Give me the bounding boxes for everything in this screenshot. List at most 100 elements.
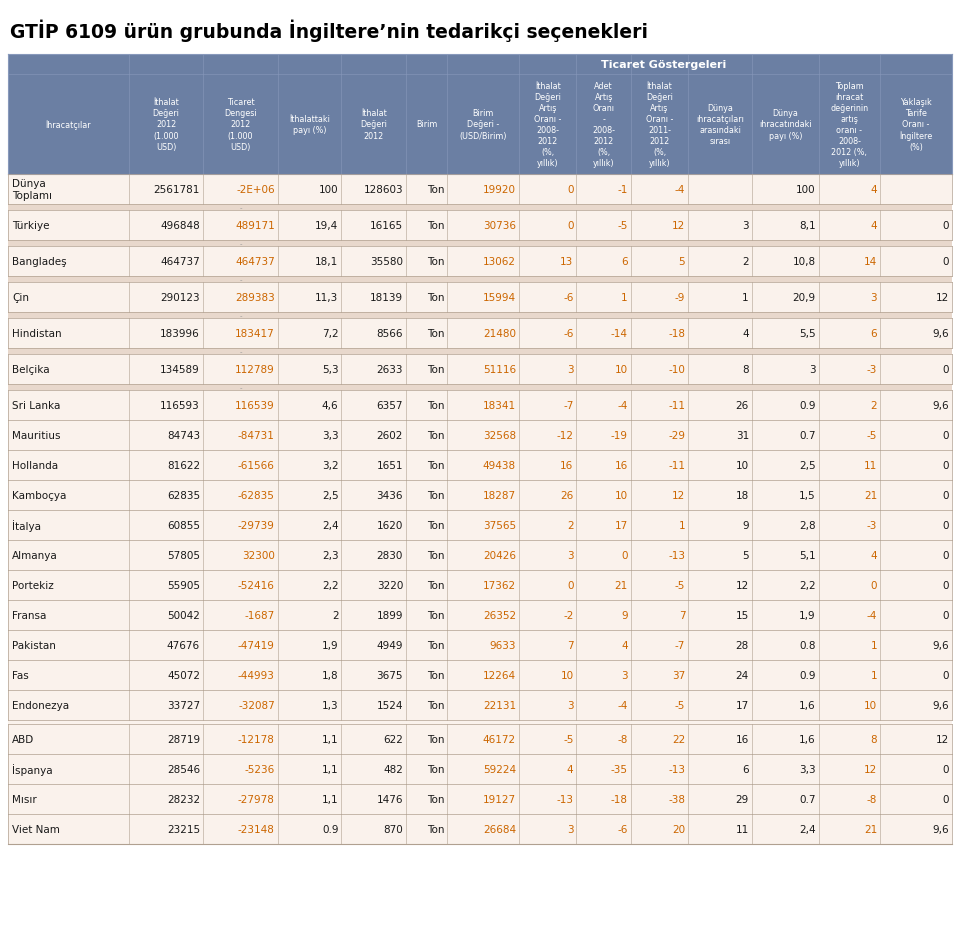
- Text: 4: 4: [566, 765, 573, 774]
- Text: 47676: 47676: [167, 640, 200, 650]
- Text: 60855: 60855: [167, 520, 200, 531]
- Text: 10: 10: [614, 364, 628, 375]
- Text: -7: -7: [564, 400, 573, 411]
- Text: 2,8: 2,8: [799, 520, 816, 531]
- Text: -: -: [239, 384, 242, 391]
- Text: 13: 13: [561, 257, 573, 267]
- Bar: [8, 355, 952, 384]
- Text: Dünya
Toplamı: Dünya Toplamı: [12, 179, 52, 200]
- Text: 0.9: 0.9: [799, 400, 816, 411]
- Text: ABD: ABD: [12, 734, 35, 744]
- Text: 0: 0: [943, 670, 949, 681]
- Text: 59224: 59224: [483, 765, 516, 774]
- Text: 5,5: 5,5: [799, 329, 816, 339]
- Text: Ticaret Göstergeleri: Ticaret Göstergeleri: [601, 59, 727, 70]
- Text: 16: 16: [735, 734, 749, 744]
- Text: 12: 12: [936, 734, 949, 744]
- Text: 0.7: 0.7: [799, 430, 816, 441]
- Text: 112789: 112789: [235, 364, 275, 375]
- Bar: [8, 724, 952, 754]
- Text: -13: -13: [668, 765, 685, 774]
- Text: 2: 2: [332, 611, 339, 620]
- Text: 20,9: 20,9: [793, 293, 816, 303]
- Text: Ton: Ton: [426, 734, 444, 744]
- Text: -47419: -47419: [238, 640, 275, 650]
- Text: Hollanda: Hollanda: [12, 461, 59, 470]
- Text: İthalattaki
payı (%): İthalattaki payı (%): [289, 115, 330, 135]
- Text: 15994: 15994: [483, 293, 516, 303]
- Text: -32087: -32087: [238, 700, 275, 710]
- Text: Dünya
ıhracatçıları
arasındaki
sırası: Dünya ıhracatçıları arasındaki sırası: [696, 104, 744, 146]
- Text: -8: -8: [617, 734, 628, 744]
- Bar: [8, 282, 952, 312]
- Text: -5: -5: [617, 221, 628, 230]
- Text: 0: 0: [943, 491, 949, 500]
- Text: -44993: -44993: [238, 670, 275, 681]
- Text: Endonezya: Endonezya: [12, 700, 69, 710]
- Text: Belçika: Belçika: [12, 364, 50, 375]
- Text: -84731: -84731: [238, 430, 275, 441]
- Text: 3: 3: [566, 364, 573, 375]
- Text: 0.9: 0.9: [799, 670, 816, 681]
- Text: 19,4: 19,4: [315, 221, 339, 230]
- Text: -19: -19: [611, 430, 628, 441]
- Text: -: -: [239, 205, 242, 211]
- Text: 2830: 2830: [376, 550, 403, 561]
- Bar: [8, 421, 952, 450]
- Bar: [8, 754, 952, 784]
- Text: 116593: 116593: [160, 400, 200, 411]
- Text: -38: -38: [668, 794, 685, 804]
- Bar: [8, 480, 952, 511]
- Text: Adet
Artış
Oranı
-
2008-
2012
(%,
yıllık): Adet Artış Oranı - 2008- 2012 (%, yıllık…: [592, 81, 615, 168]
- Text: -: -: [239, 348, 242, 355]
- Text: 4: 4: [742, 329, 749, 339]
- Text: İtalya: İtalya: [12, 519, 41, 531]
- Bar: [8, 348, 952, 355]
- Text: 19920: 19920: [483, 185, 516, 194]
- Text: 17362: 17362: [483, 581, 516, 590]
- Text: 10: 10: [735, 461, 749, 470]
- Text: 1,1: 1,1: [322, 794, 339, 804]
- Text: 11,3: 11,3: [315, 293, 339, 303]
- Text: 3: 3: [871, 293, 877, 303]
- Text: 3675: 3675: [376, 670, 403, 681]
- Text: 1: 1: [871, 670, 877, 681]
- Text: 10: 10: [864, 700, 877, 710]
- Text: 18341: 18341: [483, 400, 516, 411]
- Text: 1: 1: [679, 520, 685, 531]
- Text: 32300: 32300: [242, 550, 275, 561]
- Bar: [8, 312, 952, 319]
- Text: 10,8: 10,8: [793, 257, 816, 267]
- Text: 0: 0: [871, 581, 877, 590]
- Text: 0.7: 0.7: [799, 794, 816, 804]
- Text: 16: 16: [614, 461, 628, 470]
- Text: 290123: 290123: [160, 293, 200, 303]
- Bar: [8, 540, 952, 570]
- Text: 0: 0: [567, 185, 573, 194]
- Text: 1,3: 1,3: [322, 700, 339, 710]
- Text: 6357: 6357: [376, 400, 403, 411]
- Text: 116539: 116539: [235, 400, 275, 411]
- Bar: [8, 814, 952, 844]
- Text: 2561781: 2561781: [154, 185, 200, 194]
- Text: 1: 1: [871, 640, 877, 650]
- Text: İthalat
Değeri
2012: İthalat Değeri 2012: [360, 110, 387, 141]
- Text: Ton: Ton: [426, 670, 444, 681]
- Text: 3: 3: [566, 824, 573, 834]
- Text: 0: 0: [621, 550, 628, 561]
- Text: 21: 21: [864, 491, 877, 500]
- Text: 5,3: 5,3: [322, 364, 339, 375]
- Text: -: -: [239, 277, 242, 282]
- Text: 18,1: 18,1: [315, 257, 339, 267]
- Text: 28: 28: [735, 640, 749, 650]
- Text: Ton: Ton: [426, 257, 444, 267]
- Text: 622: 622: [383, 734, 403, 744]
- Text: -11: -11: [668, 400, 685, 411]
- Text: 5: 5: [679, 257, 685, 267]
- Text: 26352: 26352: [483, 611, 516, 620]
- Text: 8: 8: [742, 364, 749, 375]
- Text: -6: -6: [564, 293, 573, 303]
- Text: İthalat
Değeri
Artış
Oranı -
2008-
2012
(%,
yıllık): İthalat Değeri Artış Oranı - 2008- 2012 …: [534, 81, 562, 168]
- Text: 49438: 49438: [483, 461, 516, 470]
- Text: 6: 6: [742, 765, 749, 774]
